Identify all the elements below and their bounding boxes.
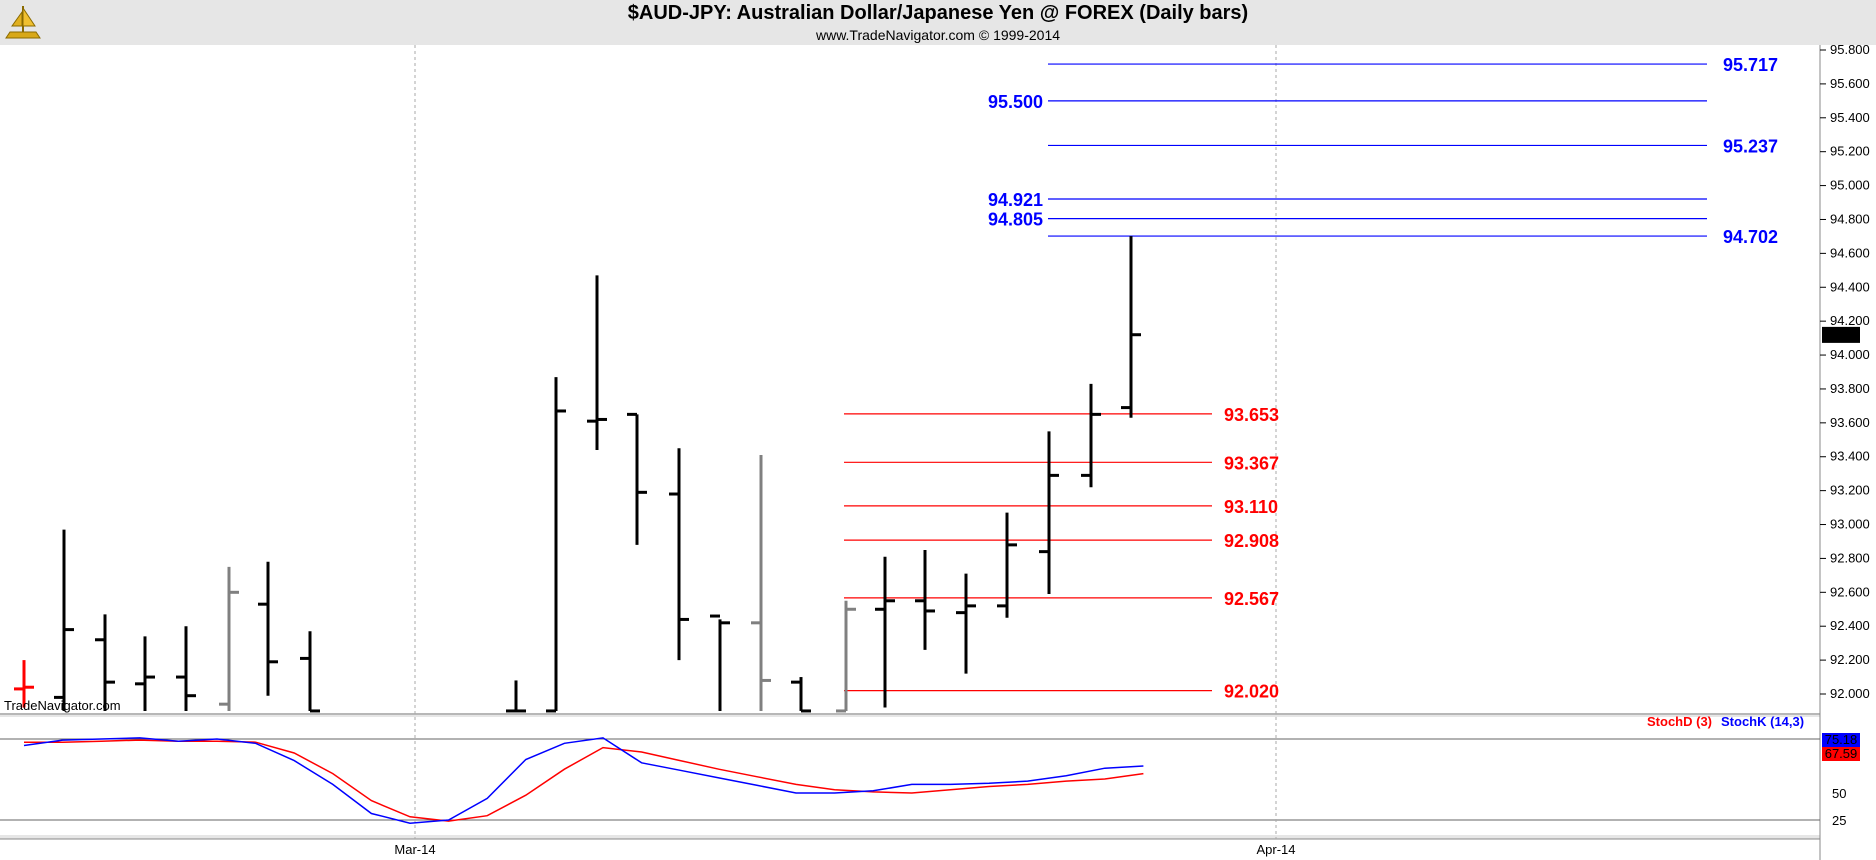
blue-level-label: 94.805 — [988, 210, 1043, 230]
y-tick-label: 93.600 — [1830, 415, 1870, 430]
blue-level-label: 95.717 — [1723, 55, 1778, 75]
y-tick-label: 95.200 — [1830, 144, 1870, 159]
blue-level-label: 95.237 — [1723, 136, 1778, 156]
y-tick-label: 93.400 — [1830, 449, 1870, 464]
price-panel — [0, 45, 1820, 713]
y-tick-label: 95.600 — [1830, 76, 1870, 91]
red-level-label: 92.020 — [1224, 682, 1279, 702]
y-tick-label: 92.400 — [1830, 618, 1870, 633]
stoch-d-line — [24, 739, 1144, 822]
stoch-k-line — [23, 737, 1144, 824]
stoch-y-tick-label: 25 — [1832, 813, 1846, 828]
stoch-d-value-box — [1822, 747, 1860, 761]
legend-stoch-d: StochD (3) — [1647, 714, 1712, 729]
red-level-label: 93.367 — [1224, 453, 1279, 473]
legend-stoch-k: StochK (14,3) — [1721, 714, 1804, 729]
y-tick-label: 95.800 — [1830, 42, 1870, 57]
stoch-panel — [0, 717, 1820, 835]
blue-level-label: 94.921 — [988, 190, 1043, 210]
blue-level-label: 95.500 — [988, 92, 1043, 112]
x-axis-area — [0, 839, 1820, 860]
y-tick-label: 92.800 — [1830, 550, 1870, 565]
last-price-box — [1822, 326, 1860, 343]
y-axis-area — [1820, 45, 1876, 860]
last-price-label: 94.119 — [1822, 328, 1861, 343]
y-tick-label: 94.200 — [1830, 313, 1870, 328]
y-tick-label: 94.600 — [1830, 245, 1870, 260]
stoch-d-value: 67.59 — [1825, 746, 1858, 761]
stoch-k-value-box — [1822, 733, 1860, 747]
tradenavigator-logo-icon — [5, 6, 41, 39]
y-tick-label: 94.000 — [1830, 347, 1870, 362]
y-tick-label: 93.000 — [1830, 517, 1870, 532]
stoch-k-value: 75.18 — [1825, 732, 1858, 747]
y-tick-label: 92.000 — [1830, 686, 1870, 701]
x-tick-label: Mar-14 — [394, 842, 435, 857]
y-tick-label: 94.800 — [1830, 211, 1870, 226]
x-tick-label: Apr-14 — [1256, 842, 1295, 857]
red-level-label: 92.567 — [1224, 589, 1279, 609]
red-level-label: 92.908 — [1224, 531, 1279, 551]
y-tick-label: 92.600 — [1830, 584, 1870, 599]
y-tick-label: 93.800 — [1830, 381, 1870, 396]
blue-level-label: 94.702 — [1723, 227, 1778, 247]
stoch-y-tick-label: 50 — [1832, 786, 1846, 801]
y-tick-label: 95.000 — [1830, 178, 1870, 193]
y-tick-label: 93.200 — [1830, 483, 1870, 498]
chart-title: $AUD-JPY: Australian Dollar/Japanese Yen… — [627, 2, 1249, 24]
y-tick-label: 92.200 — [1830, 652, 1870, 667]
y-tick-label: 94.400 — [1830, 279, 1870, 294]
red-level-label: 93.110 — [1224, 497, 1278, 517]
chart-subtitle: www.TradeNavigator.com © 1999-2014 — [815, 27, 1061, 43]
y-tick-label: 95.400 — [1830, 110, 1870, 125]
red-level-label: 93.653 — [1224, 405, 1279, 425]
watermark: TradeNavigator.com — [4, 698, 121, 713]
